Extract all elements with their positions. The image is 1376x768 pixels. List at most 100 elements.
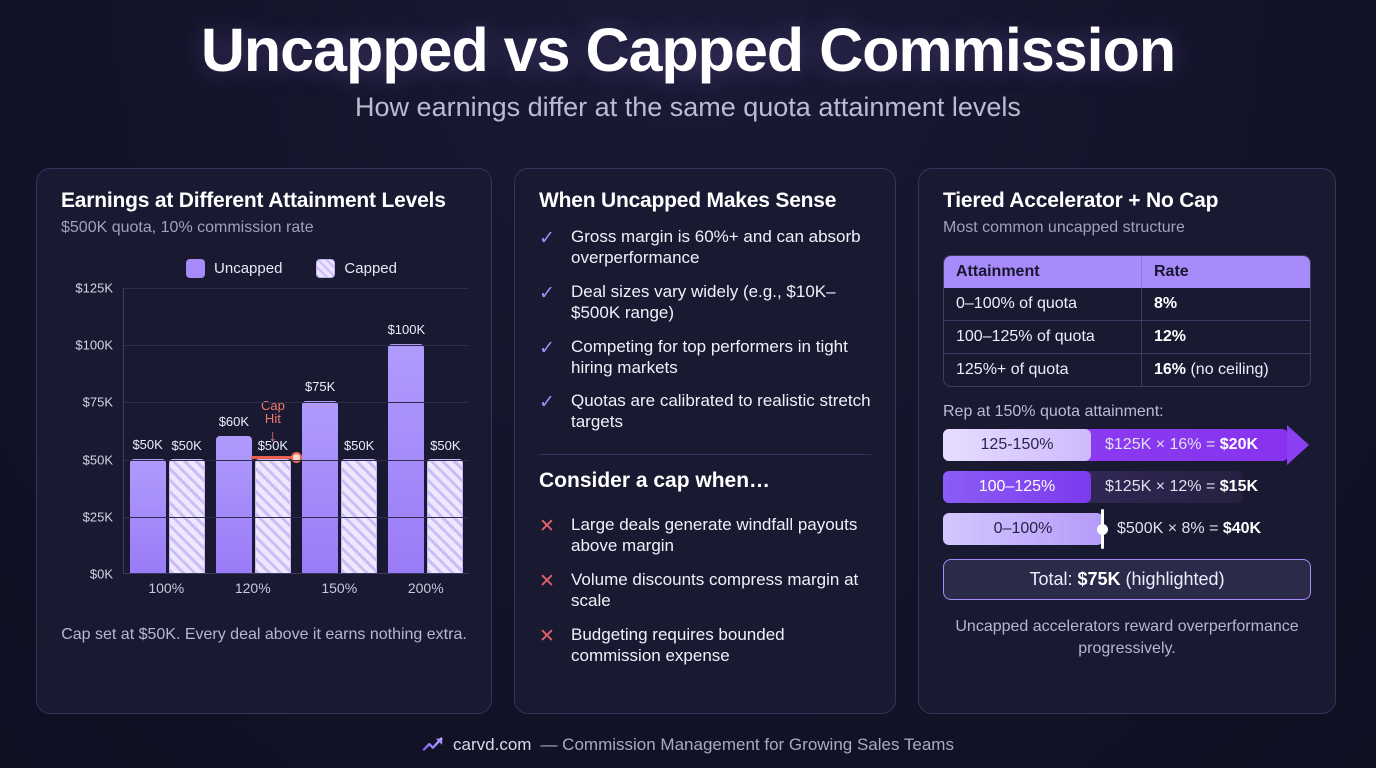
bar-group: $100K $50K [387,288,464,573]
total-box: Total: $75K (highlighted) [943,559,1311,600]
bar-group: $75K $50K [302,288,378,573]
mid-panel-title-2: Consider a cap when… [539,469,771,493]
legend-label-uncapped: Uncapped [214,260,283,277]
right-panel-subtitle: Most common uncapped structure [943,219,1185,236]
y-tick-label: $0K [89,566,113,582]
bar-capped: $50K [254,438,291,573]
cons-list: ✕ Large deals generate windfall payouts a… [539,515,871,679]
total-amount: $75K [1077,569,1121,589]
legend-swatch-capped-icon [316,259,336,278]
bar-uncapped: $60K [215,414,252,573]
x-tick-label: 120% [234,580,271,596]
list-item: ✕ Budgeting requires bounded commission e… [539,625,871,667]
x-tick-label: 200% [407,580,444,596]
chart-footnote: Cap set at $50K. Every deal above it ear… [61,626,467,643]
left-panel-subtitle: $500K quota, 10% commission rate [61,219,314,236]
bar-value-label: $50K [171,437,202,453]
chart-plot-area: $50K $50K $60K $50K Cap Hit ↓ $75K $50K $100K $50K [123,288,469,574]
legend-label-capped: Capped [344,260,397,277]
list-item-text: Competing for top performers in tight hi… [571,336,848,377]
cell-attainment: 125%+ of quota [944,354,1142,386]
waterfall-tier-chip: 0–100% [943,513,1103,545]
x-tick-label: 100% [148,580,185,596]
chart-legend: Uncapped Capped [116,259,467,278]
waterfall-arrow-icon [1287,425,1309,465]
mid-panel-title: When Uncapped Makes Sense [539,189,837,212]
list-item: ✓ Deal sizes vary widely (e.g., $10K–$500… [539,282,871,324]
cell-attainment: 0–100% of quota [944,288,1142,320]
list-item-text: Large deals generate windfall payouts ab… [571,515,858,556]
page-title: Uncapped vs Capped Commission [200,16,1176,84]
waterfall-tier-chip: 125-150% [943,429,1091,461]
bar-chart: $0K $25K $50K $75K $100K $125K $50K $50K $60K $5… [61,281,469,608]
tier-waterfall: 125-150% $125K × 16% = $20K 100–125% $125K … [943,425,1311,555]
gridline [124,459,469,461]
table-header-row: Attainment Rate [944,256,1310,288]
bar-value-label: $50K [132,436,163,452]
bar-value-label: $50K [430,437,461,453]
gridline [124,516,469,518]
bar-capped: $50K [168,438,205,573]
chart-bars: $50K $50K $60K $50K Cap Hit ↓ $75K $50K $100K $50K [124,288,469,573]
chart-x-axis: 100% 120% 150% 200% [123,580,469,596]
section-divider [539,454,871,456]
bar-value-label: $75K [304,379,336,395]
panel-earnings-chart: Earnings at Different Attainment Levels … [36,168,492,714]
footer-tagline: — Commission Management for Growing Sale… [540,735,954,754]
waterfall-row: 125-150% $125K × 16% = $20K [943,425,1311,465]
list-item: ✓ Quotas are calibrated to realistic stre… [539,391,871,433]
list-item-text: Budgeting requires bounded commission ex… [571,624,785,665]
cell-rate: 12% [1154,328,1187,345]
bar-uncapped: $50K [129,437,166,573]
waterfall-tier-chip: 100–125% [943,471,1091,503]
legend-swatch-uncapped-icon [186,259,206,278]
gridline [124,402,469,404]
gridline [124,288,469,289]
legend-item-uncapped: Uncapped [186,259,282,278]
table-row: 125%+ of quota 16% (no ceiling) [944,353,1310,386]
bar-value-label: $100K [387,322,426,338]
list-item: ✓ Competing for top performers in tight h… [539,337,871,379]
list-item-text: Quotas are calibrated to realistic stret… [571,391,871,432]
bar-value-label: $50K [257,437,289,453]
waterfall-calculation: $125K × 16% = $20K [1105,436,1259,453]
table-body: 0–100% of quota 8% 100–125% of quota 12% 125… [944,288,1310,386]
y-tick-label: $75K [82,394,113,410]
cell-attainment: 100–125% of quota [944,321,1142,353]
list-item: ✕ Large deals generate windfall payouts a… [539,515,871,557]
cell-rate: 16% (no ceiling) [1154,361,1269,378]
bar-group: $50K $50K [129,288,205,573]
legend-item-capped: Capped [316,259,397,278]
panels-row: Earnings at Different Attainment Levels … [36,168,1340,714]
total-suffix: (highlighted) [1120,569,1225,589]
left-panel-title: Earnings at Different Attainment Levels [61,189,446,212]
bar-uncapped: $75K [302,379,339,573]
y-tick-label: $125K [75,280,113,296]
gridline [124,345,469,347]
waterfall-marker-dot [1097,524,1108,535]
check-icon: ✓ [539,392,555,414]
cell-rate: 8% [1154,295,1178,312]
total-prefix: Total: [1029,569,1078,589]
table-row: 0–100% of quota 8% [944,288,1310,320]
waterfall-calculation: $125K × 12% = $15K [1105,478,1259,495]
waterfall-calculation: $500K × 8% = $40K [1117,520,1262,537]
table-header-rate: Rate [1142,256,1310,288]
page-footer: carvd.com — Commission Management for Gr… [0,734,1376,756]
waterfall-row: 100–125% $125K × 12% = $15K [943,471,1311,503]
y-tick-label: $50K [82,452,113,468]
cross-icon: ✕ [539,625,555,647]
tier-rate-table: Attainment Rate 0–100% of quota 8% 100–125… [943,255,1311,387]
table-row: 100–125% of quota 12% [944,320,1310,353]
check-icon: ✓ [539,228,555,249]
page-subtitle: How earnings differ at the same quota at… [355,91,1021,122]
table-header-attainment: Attainment [944,256,1142,288]
list-item-text: Gross margin is 60%+ and can absorb over… [571,227,861,267]
cap-hit-dot [290,451,302,463]
footer-brand[interactable]: carvd.com [453,735,532,754]
chart-y-axis: $0K $25K $50K $75K $100K $125K [61,281,119,582]
waterfall-row: 0–100% $500K × 8% = $40K [943,509,1311,549]
cross-icon: ✕ [539,516,555,538]
list-item: ✓ Gross margin is 60%+ and can absorb ove… [539,227,871,269]
page-header: Uncapped vs Capped Commission How earnin… [0,0,1376,123]
